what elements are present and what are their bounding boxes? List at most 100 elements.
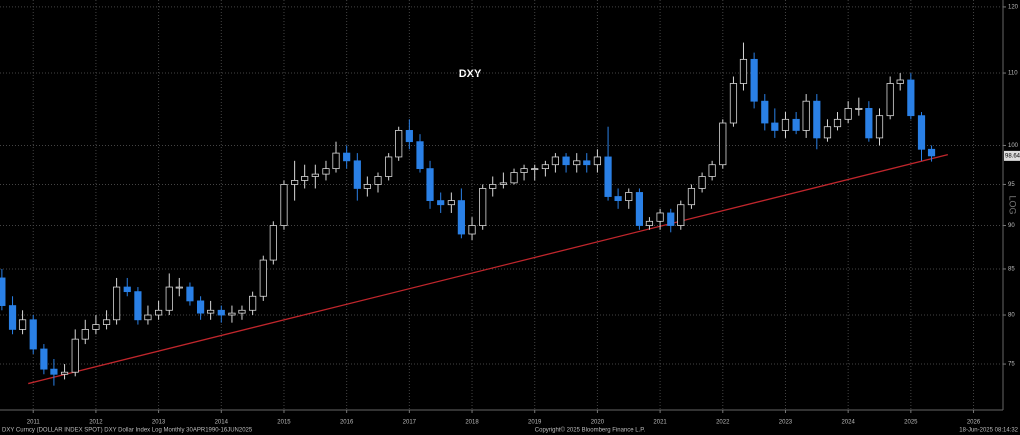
candle-body bbox=[311, 173, 319, 177]
x-tick-label: 2022 bbox=[716, 420, 730, 426]
candle-body bbox=[280, 184, 288, 226]
candle-body bbox=[844, 107, 852, 120]
y-tick-label: 85 bbox=[1008, 267, 1015, 273]
candle-body bbox=[886, 83, 894, 117]
candle-body bbox=[416, 141, 424, 170]
candle-body bbox=[405, 130, 413, 143]
candle-body bbox=[614, 196, 622, 202]
candle-body bbox=[437, 200, 445, 206]
candle-body bbox=[0, 277, 6, 306]
candle-body bbox=[343, 152, 351, 162]
x-tick-label: 2017 bbox=[403, 420, 417, 426]
x-tick-label: 2013 bbox=[152, 420, 166, 426]
candle-body bbox=[802, 100, 810, 131]
candle-body bbox=[855, 107, 863, 110]
candle-body bbox=[40, 348, 48, 370]
candle-body bbox=[113, 286, 121, 321]
x-tick-label: 2018 bbox=[465, 420, 479, 426]
candle-body bbox=[698, 176, 706, 189]
candle-body bbox=[217, 309, 225, 316]
candle-body bbox=[771, 122, 779, 131]
candle-body bbox=[374, 176, 382, 185]
candle-body bbox=[322, 168, 330, 175]
candle-body bbox=[175, 286, 183, 289]
x-tick-label: 2021 bbox=[653, 420, 667, 426]
candle-body bbox=[593, 156, 602, 166]
candle-body bbox=[134, 291, 142, 321]
candle-body bbox=[687, 188, 696, 206]
y-tick-label: 120 bbox=[1008, 5, 1019, 11]
candle-body bbox=[823, 126, 832, 139]
candle-body bbox=[562, 156, 570, 166]
candle-body bbox=[625, 192, 633, 202]
x-tick-label: 2023 bbox=[779, 420, 793, 426]
candle-body bbox=[551, 156, 560, 166]
candle-body bbox=[667, 212, 675, 226]
candle-body bbox=[395, 130, 403, 158]
candle-body bbox=[447, 200, 455, 206]
candle-body bbox=[50, 368, 58, 375]
last-value-box bbox=[1004, 150, 1020, 161]
candle-body bbox=[833, 118, 842, 128]
candle-body bbox=[269, 225, 277, 261]
x-tick-label: 2024 bbox=[841, 420, 855, 426]
candle-body bbox=[583, 160, 591, 166]
candle-body bbox=[155, 309, 163, 316]
x-tick-label: 2011 bbox=[27, 420, 41, 426]
candle-body bbox=[520, 168, 528, 173]
x-tick-label: 2019 bbox=[528, 420, 542, 426]
candle-body bbox=[781, 118, 790, 131]
candle-body bbox=[259, 259, 267, 297]
candle-body bbox=[739, 58, 748, 84]
x-tick-label: 2016 bbox=[340, 420, 354, 426]
x-tick-label: 2012 bbox=[89, 420, 103, 426]
candle-body bbox=[479, 188, 487, 226]
candle-body bbox=[656, 212, 664, 222]
candle-body bbox=[71, 338, 79, 373]
candle-body bbox=[708, 164, 716, 177]
candle-body bbox=[197, 300, 205, 314]
candle-body bbox=[165, 286, 173, 311]
candle-body bbox=[238, 309, 246, 314]
candle-body bbox=[457, 200, 465, 235]
y-tick-label: 100 bbox=[1008, 143, 1019, 149]
candle-body bbox=[645, 220, 654, 226]
candle-body bbox=[385, 156, 393, 177]
candle-body bbox=[677, 204, 685, 226]
candle-body bbox=[896, 79, 904, 84]
candle-body bbox=[719, 122, 727, 166]
candle-body bbox=[8, 305, 17, 330]
x-tick-label: 2015 bbox=[277, 420, 291, 426]
candle-body bbox=[249, 295, 257, 311]
candle-body bbox=[875, 115, 884, 139]
candle-body bbox=[468, 225, 476, 235]
candle-body bbox=[907, 79, 915, 117]
candle-body bbox=[29, 319, 37, 350]
candle-body bbox=[865, 107, 873, 139]
candle-body bbox=[761, 100, 769, 124]
candle-body bbox=[186, 286, 194, 302]
y-tick-label: 110 bbox=[1008, 71, 1018, 77]
x-tick-label: 2025 bbox=[904, 420, 918, 426]
footer-right: 18-Jun-2025 08:14:32 bbox=[959, 428, 1018, 434]
candle-body bbox=[917, 115, 926, 150]
candle-body bbox=[729, 83, 738, 124]
candle-body bbox=[102, 319, 111, 325]
candle-body bbox=[541, 164, 549, 170]
y-tick-label: 75 bbox=[1008, 362, 1015, 368]
y-axis-label: LOG bbox=[1008, 195, 1018, 214]
candle-body bbox=[291, 180, 299, 185]
candle-body bbox=[363, 184, 371, 189]
candle-body bbox=[489, 184, 497, 189]
candle-body bbox=[510, 172, 518, 184]
x-tick-label: 2014 bbox=[215, 420, 229, 426]
candle-body bbox=[813, 100, 821, 139]
last-value-label: 98.64 bbox=[1005, 153, 1020, 159]
candle-body bbox=[499, 182, 507, 185]
chart-title: DXY bbox=[459, 68, 482, 80]
candle-body bbox=[353, 160, 361, 189]
x-tick-label: 2020 bbox=[591, 420, 605, 426]
